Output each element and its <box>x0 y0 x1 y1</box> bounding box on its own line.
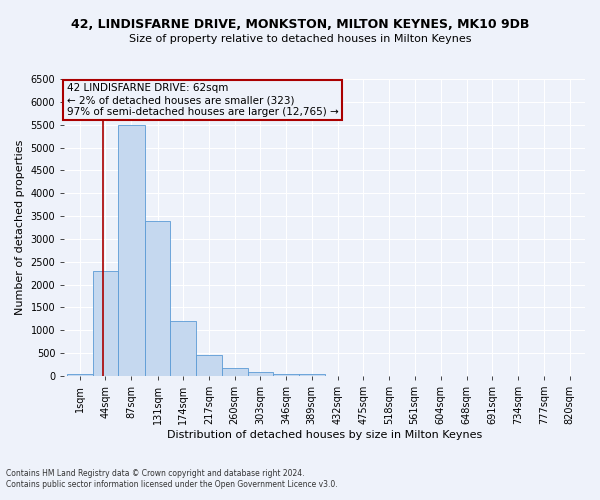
Bar <box>273 374 299 376</box>
Y-axis label: Number of detached properties: Number of detached properties <box>15 140 25 315</box>
Text: 42 LINDISFARNE DRIVE: 62sqm
← 2% of detached houses are smaller (323)
97% of sem: 42 LINDISFARNE DRIVE: 62sqm ← 2% of deta… <box>67 84 338 116</box>
Text: 42, LINDISFARNE DRIVE, MONKSTON, MILTON KEYNES, MK10 9DB: 42, LINDISFARNE DRIVE, MONKSTON, MILTON … <box>71 18 529 30</box>
Bar <box>92 271 118 376</box>
Bar <box>248 372 273 376</box>
Bar <box>196 356 222 376</box>
Text: Size of property relative to detached houses in Milton Keynes: Size of property relative to detached ho… <box>129 34 471 44</box>
Bar <box>67 374 92 376</box>
Text: Contains HM Land Registry data © Crown copyright and database right 2024.: Contains HM Land Registry data © Crown c… <box>6 468 305 477</box>
Text: Contains public sector information licensed under the Open Government Licence v3: Contains public sector information licen… <box>6 480 338 489</box>
X-axis label: Distribution of detached houses by size in Milton Keynes: Distribution of detached houses by size … <box>167 430 482 440</box>
Bar <box>222 368 248 376</box>
Bar <box>299 374 325 376</box>
Bar <box>170 321 196 376</box>
Bar <box>118 124 145 376</box>
Bar <box>145 220 170 376</box>
